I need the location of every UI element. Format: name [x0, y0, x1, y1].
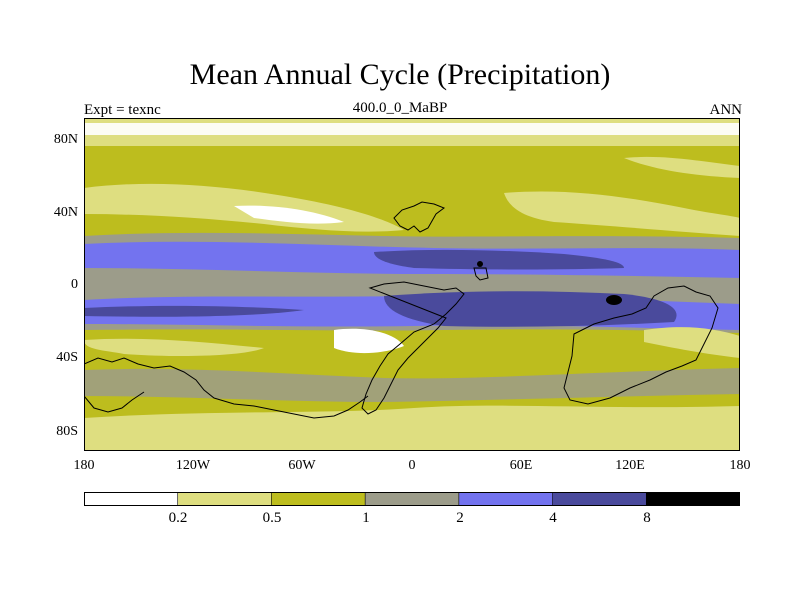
- colorbar-label-2: 2: [456, 510, 464, 526]
- x-tick-0: 0: [408, 458, 416, 473]
- europe-outline: [393, 201, 446, 233]
- colorbar-box-0: [84, 492, 179, 506]
- extreme-spot-1: [477, 261, 483, 267]
- colorbar-label-0-2: 0.2: [168, 510, 188, 526]
- colorbar-label-0-5: 0.5: [262, 510, 282, 526]
- south-america-outline: [361, 281, 465, 415]
- n-pacific-light: [624, 156, 740, 178]
- x-tick-60e: 60E: [509, 458, 533, 473]
- experiment-label: Expt = texnc: [84, 102, 161, 118]
- colorbar-box-4: [458, 492, 554, 506]
- n-subtropic-dry-2: [234, 205, 344, 224]
- colorbar-label-8: 8: [643, 510, 651, 526]
- gondwana-outline: [84, 357, 369, 419]
- island-outline: [473, 267, 489, 281]
- colorbar-box-6: [645, 492, 740, 506]
- extreme-spot-2: [606, 295, 622, 305]
- colorbar-label-4: 4: [549, 510, 557, 526]
- itcz-south-core: [384, 291, 677, 327]
- y-tick-0: 0: [71, 277, 78, 292]
- asia-dry-zone: [504, 191, 740, 236]
- s-indian-light: [644, 327, 740, 358]
- x-tick-180e: 180: [729, 458, 751, 473]
- arctic-dry-band: [84, 123, 740, 135]
- x-tick-60w: 60W: [288, 458, 316, 473]
- y-tick-40s: 40S: [56, 350, 78, 365]
- precipitation-map: [84, 118, 740, 451]
- pangea-east-outline: [563, 285, 719, 405]
- y-tick-80s: 80S: [56, 424, 78, 439]
- colorbar-box-1: [177, 492, 273, 506]
- s-subtropic-dry-2: [334, 328, 404, 354]
- map-frame: [84, 118, 740, 451]
- colorbar: [84, 492, 740, 506]
- x-tick-120e: 120E: [615, 458, 645, 473]
- s-pacific-core: [84, 305, 304, 317]
- continent-outlines: [84, 201, 719, 419]
- colorbar-label-1: 1: [362, 510, 370, 526]
- itcz-north-core: [374, 249, 624, 270]
- colorbar-box-2: [271, 492, 366, 506]
- colorbar-frame: [84, 492, 740, 506]
- colorbar-box-5: [552, 492, 648, 506]
- colorbar-box-3: [364, 492, 460, 506]
- map-title: Mean Annual Cycle (Precipitation): [189, 58, 611, 91]
- y-tick-40n: 40N: [53, 205, 78, 220]
- x-tick-120w: 120W: [175, 458, 211, 473]
- season-label: ANN: [709, 102, 743, 118]
- south-coast-outline: [84, 391, 145, 413]
- x-tick-180w: 180: [73, 458, 95, 473]
- antarctic-band: [84, 405, 740, 451]
- southern-storm-track: [84, 368, 740, 402]
- period-label: 400.0_0_MaBP: [352, 100, 448, 116]
- s-subtropic-dry-1: [84, 338, 264, 356]
- y-tick-80n: 80N: [53, 132, 78, 147]
